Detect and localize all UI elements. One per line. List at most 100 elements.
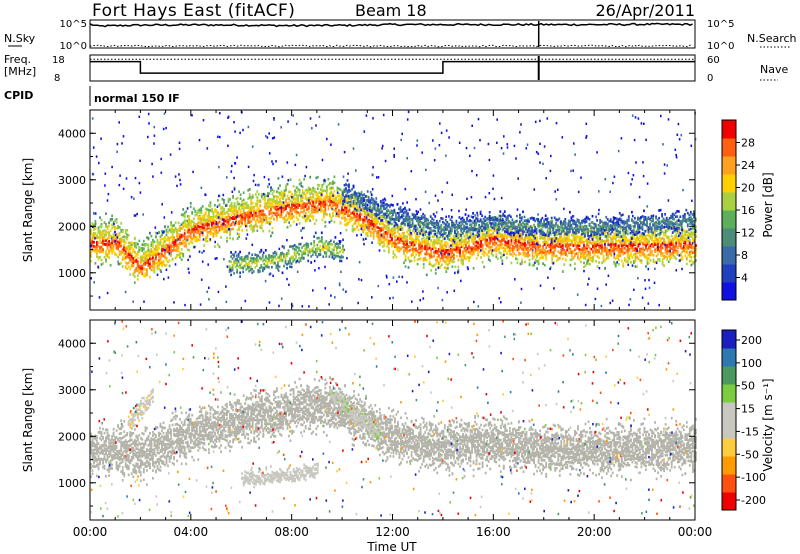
power-cell <box>167 238 169 242</box>
power-cell <box>319 207 322 210</box>
power-cell <box>263 216 266 219</box>
power-cell <box>525 236 528 240</box>
power-cell <box>242 205 245 208</box>
power-cell <box>115 221 118 224</box>
nsky-tick-high: 10^5 <box>60 19 87 30</box>
power-cell <box>105 258 107 262</box>
power-cell <box>208 211 210 214</box>
power-cell <box>527 246 529 250</box>
power-cell <box>291 205 293 208</box>
power-cell <box>233 205 236 209</box>
power-cell <box>244 221 247 224</box>
power-cell <box>490 246 493 249</box>
power-cell <box>528 258 531 262</box>
power-cell <box>149 266 151 270</box>
power-cell <box>462 262 464 266</box>
power-cell <box>598 246 600 249</box>
power-cell <box>383 244 386 248</box>
power-cell <box>242 210 245 213</box>
power-cell <box>127 244 130 248</box>
power-cell <box>580 237 582 240</box>
power-cell <box>448 245 451 248</box>
beam-title: Beam 18 <box>355 1 427 20</box>
power-cell <box>283 203 286 207</box>
power-cell <box>100 222 103 226</box>
power-cell <box>521 237 523 240</box>
power-cell <box>203 228 206 232</box>
power-cell <box>126 252 129 256</box>
power-cell <box>462 244 464 247</box>
power-cell <box>536 251 538 255</box>
power-cell <box>578 258 581 261</box>
power-cell <box>412 250 414 253</box>
power-cell <box>397 225 399 229</box>
power-cell <box>245 228 248 232</box>
power-cell <box>587 236 590 239</box>
power-cell <box>170 253 172 257</box>
power-cell <box>412 229 414 233</box>
power-cell <box>126 229 129 232</box>
power-cell <box>493 235 496 239</box>
power-cell <box>542 236 544 239</box>
power-cell <box>115 238 118 241</box>
power-cell <box>121 258 124 261</box>
power-cell <box>173 230 175 234</box>
power-cell <box>351 229 354 233</box>
power-cell <box>276 190 278 193</box>
power-cell <box>489 239 492 242</box>
power-cell <box>436 251 439 255</box>
power-cell <box>439 259 442 263</box>
power-cell <box>214 245 216 248</box>
power-cell <box>146 236 148 239</box>
power-cell <box>493 243 496 246</box>
power-cell <box>531 238 534 242</box>
power-cell <box>286 226 289 229</box>
power-cell <box>451 259 454 262</box>
power-cell <box>309 199 312 203</box>
power-cell <box>474 240 476 244</box>
power-cell <box>481 260 484 264</box>
power-cell <box>447 248 449 252</box>
power-cell <box>566 235 569 238</box>
power-cell <box>180 234 183 238</box>
power-cell <box>604 240 606 244</box>
power-cell <box>224 230 227 233</box>
power-cell <box>127 249 130 252</box>
power-cell <box>528 245 531 249</box>
power-cell <box>152 256 154 260</box>
power-cell <box>177 235 180 238</box>
power-cell <box>259 204 262 207</box>
power-cell <box>212 228 215 232</box>
power-cell <box>209 209 212 212</box>
power-cell <box>515 233 517 237</box>
power-cell <box>260 209 263 213</box>
power-cell <box>501 214 504 218</box>
power-cell <box>198 225 201 229</box>
power-cell <box>475 233 478 237</box>
power-cell <box>561 245 564 249</box>
power-cell <box>540 236 543 240</box>
power-cell <box>571 250 573 254</box>
power-cell <box>354 210 357 213</box>
power-cell <box>498 235 501 239</box>
power-cell <box>123 243 126 247</box>
power-cell <box>97 249 100 253</box>
power-cell <box>563 240 566 244</box>
power-cell <box>214 225 216 228</box>
power-cell <box>319 208 322 212</box>
power-cell <box>321 190 324 194</box>
power-cell <box>451 227 454 230</box>
power-cell <box>153 265 156 268</box>
power-cell <box>487 246 490 249</box>
power-cell <box>260 223 263 227</box>
power-cell <box>336 195 339 198</box>
power-cell <box>194 239 197 242</box>
power-cell <box>531 241 534 245</box>
power-cell <box>91 233 94 236</box>
power-cell <box>512 254 514 258</box>
power-cell <box>453 242 455 246</box>
power-cell <box>321 189 324 192</box>
nsearch-series-line <box>89 44 693 48</box>
power-cell <box>315 191 318 194</box>
